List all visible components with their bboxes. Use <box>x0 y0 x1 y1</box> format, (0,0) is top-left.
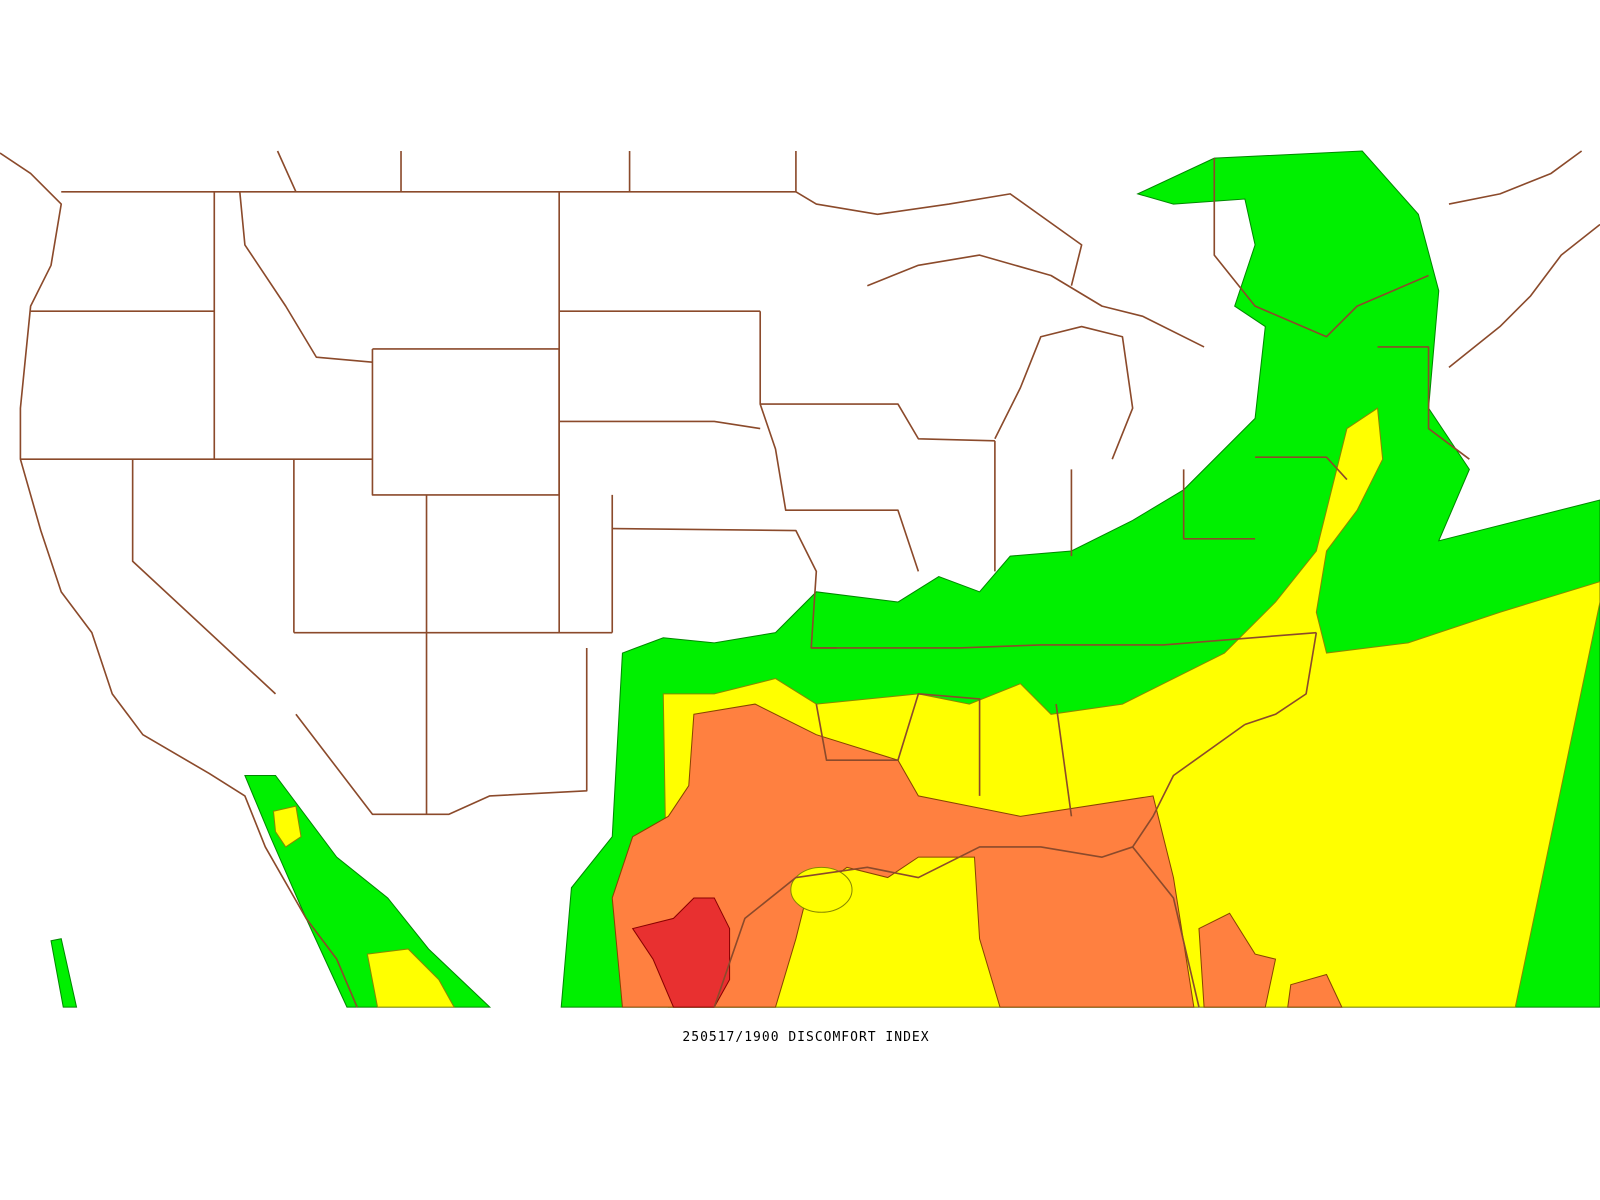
map <box>0 150 1600 1008</box>
green-zone <box>244 774 492 1008</box>
orange-zone <box>1198 912 1277 1008</box>
yellow-zone <box>790 866 853 913</box>
yellow-zone <box>272 805 302 848</box>
orange-zone <box>1287 973 1343 1008</box>
map-caption: 250517/1900 DISCOMFORT INDEX <box>682 1030 929 1045</box>
yellow-zone <box>366 948 455 1008</box>
red-zone <box>631 897 731 1008</box>
borders <box>0 150 1600 1008</box>
orange-zone <box>611 703 1195 1008</box>
green-zone <box>50 938 78 1008</box>
